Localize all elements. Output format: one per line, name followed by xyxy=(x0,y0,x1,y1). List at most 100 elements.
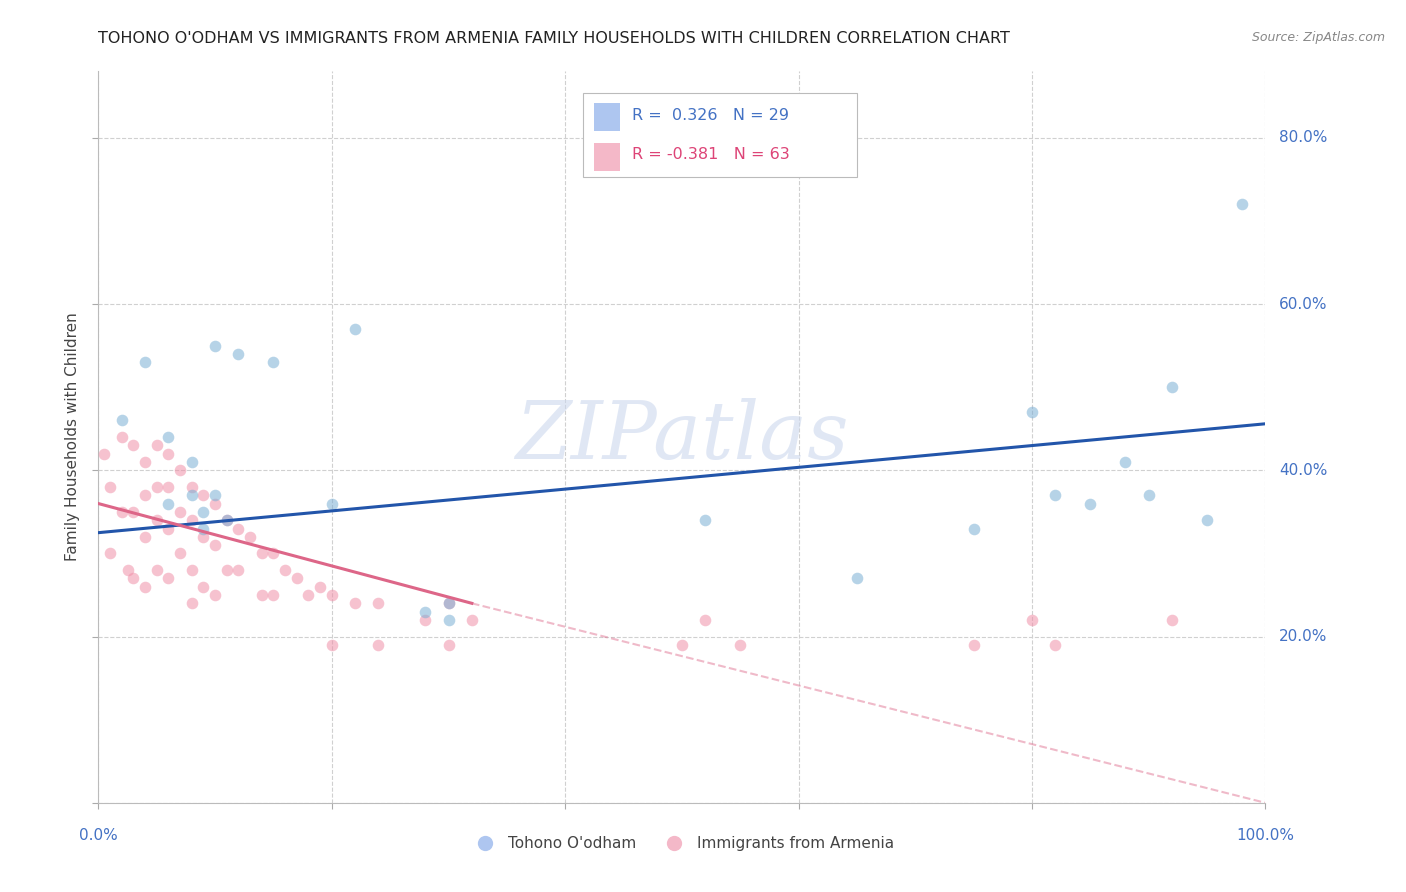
Y-axis label: Family Households with Children: Family Households with Children xyxy=(65,313,80,561)
Text: ZIPatlas: ZIPatlas xyxy=(515,399,849,475)
Point xyxy=(193,530,215,544)
Point xyxy=(157,480,180,494)
Point xyxy=(193,505,215,519)
Point xyxy=(193,521,215,535)
Point xyxy=(157,497,180,511)
Point xyxy=(228,521,250,535)
Point xyxy=(461,613,484,627)
Point xyxy=(134,580,156,594)
Point xyxy=(344,322,367,336)
Point xyxy=(262,546,284,560)
Point xyxy=(1197,513,1219,527)
Point xyxy=(367,638,389,652)
Point xyxy=(962,521,984,535)
Point xyxy=(157,447,180,461)
Point xyxy=(134,455,156,469)
Point xyxy=(134,488,156,502)
Text: R = -0.381   N = 63: R = -0.381 N = 63 xyxy=(631,147,790,162)
Point xyxy=(122,571,145,585)
Point xyxy=(344,596,367,610)
Text: 100.0%: 100.0% xyxy=(1236,828,1295,843)
Bar xyxy=(595,143,620,170)
Point xyxy=(695,613,717,627)
Point xyxy=(146,480,169,494)
Point xyxy=(1045,488,1067,502)
Point xyxy=(413,613,436,627)
Point xyxy=(180,596,202,610)
Point xyxy=(111,430,134,444)
Point xyxy=(262,355,284,369)
Point xyxy=(1161,380,1184,394)
Point xyxy=(1045,638,1067,652)
Point xyxy=(180,480,202,494)
Point xyxy=(250,588,273,602)
Point xyxy=(215,563,238,577)
Point xyxy=(98,480,121,494)
Text: TOHONO O'ODHAM VS IMMIGRANTS FROM ARMENIA FAMILY HOUSEHOLDS WITH CHILDREN CORREL: TOHONO O'ODHAM VS IMMIGRANTS FROM ARMENI… xyxy=(98,31,1011,46)
Text: 20.0%: 20.0% xyxy=(1279,629,1327,644)
Point xyxy=(111,413,134,427)
Point xyxy=(730,638,752,652)
Point xyxy=(367,596,389,610)
Point xyxy=(134,355,156,369)
Text: 80.0%: 80.0% xyxy=(1279,130,1327,145)
Point xyxy=(180,488,202,502)
Point xyxy=(846,571,869,585)
Point xyxy=(204,338,226,352)
Point xyxy=(93,447,115,461)
Point xyxy=(228,563,250,577)
Point xyxy=(1161,613,1184,627)
Point xyxy=(413,605,436,619)
Text: R =  0.326   N = 29: R = 0.326 N = 29 xyxy=(631,108,789,123)
Point xyxy=(146,563,169,577)
Point xyxy=(285,571,308,585)
Point xyxy=(215,513,238,527)
Point xyxy=(122,438,145,452)
Point xyxy=(262,588,284,602)
Point xyxy=(671,638,693,652)
Point xyxy=(1080,497,1102,511)
Point xyxy=(146,438,169,452)
Point xyxy=(321,588,343,602)
Point xyxy=(250,546,273,560)
Point xyxy=(146,513,169,527)
Point xyxy=(437,596,460,610)
Point xyxy=(157,571,180,585)
Point xyxy=(321,497,343,511)
Point xyxy=(169,463,191,477)
Point xyxy=(117,563,139,577)
Point xyxy=(180,455,202,469)
Point xyxy=(204,588,226,602)
Point xyxy=(169,505,191,519)
Point xyxy=(1021,613,1043,627)
Text: Source: ZipAtlas.com: Source: ZipAtlas.com xyxy=(1251,31,1385,45)
Point xyxy=(204,497,226,511)
Point xyxy=(239,530,262,544)
Point xyxy=(157,430,180,444)
Point xyxy=(309,580,332,594)
Point xyxy=(215,513,238,527)
Legend: Tohono O'odham, Immigrants from Armenia: Tohono O'odham, Immigrants from Armenia xyxy=(464,830,900,857)
Point xyxy=(228,347,250,361)
Point xyxy=(98,546,121,560)
Text: 60.0%: 60.0% xyxy=(1279,297,1327,311)
Point xyxy=(437,613,460,627)
Point xyxy=(274,563,297,577)
Text: 40.0%: 40.0% xyxy=(1279,463,1327,478)
Text: 0.0%: 0.0% xyxy=(79,828,118,843)
Point xyxy=(695,513,717,527)
Point xyxy=(204,538,226,552)
Point xyxy=(134,530,156,544)
Point xyxy=(437,638,460,652)
Point xyxy=(169,546,191,560)
Point xyxy=(1230,197,1253,211)
Point xyxy=(193,580,215,594)
Point xyxy=(180,513,202,527)
Point xyxy=(1114,455,1136,469)
Point xyxy=(321,638,343,652)
Point xyxy=(111,505,134,519)
Point xyxy=(180,563,202,577)
Point xyxy=(297,588,319,602)
Bar xyxy=(595,103,620,131)
Point xyxy=(437,596,460,610)
